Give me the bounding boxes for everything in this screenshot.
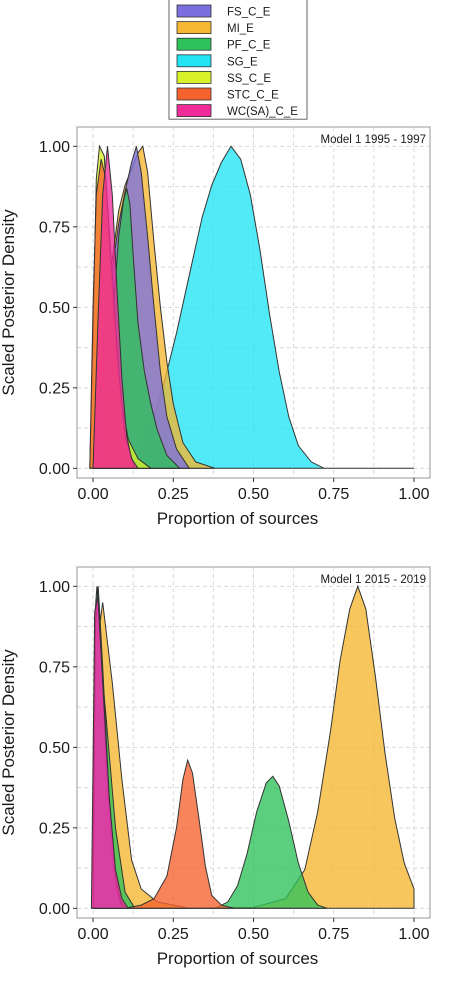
panel-2015-2019: 0.00 0.25 0.50 0.75 1.00 0.00 0.25 0.50 0.75 1.00…	[0, 566, 431, 968]
density-area-wc-sa-c-e	[92, 146, 139, 469]
y-axis-title: Scaled Posterior Density	[0, 649, 18, 836]
y-tick-label: 0.00	[39, 901, 70, 918]
x-tick-label: 1.00	[398, 926, 429, 943]
x-tick-label: 0.00	[77, 486, 108, 503]
density-area-wc-sa-c-e	[90, 595, 130, 909]
model-period-annotation: Model 1 1995 - 1997	[321, 134, 427, 146]
panel-1995-1997: 0.00 0.25 0.50 0.75 1.00 0.00 0.25 0.50 0.75 1.00…	[0, 126, 431, 528]
y-tick-label: 1.00	[39, 139, 70, 156]
legend-swatch	[176, 37, 212, 51]
density-area-mi-e	[92, 584, 415, 909]
legend-swatch	[176, 21, 212, 35]
y-tick-label: 0.75	[39, 219, 70, 236]
legend: FS_C_E MI_E PF_C_E SG_E SS_C_E STC_C_E WC(SA)_…	[168, 0, 308, 120]
density-area-pf-c-e	[92, 644, 328, 909]
y-tick-label: 1.00	[39, 579, 70, 596]
legend-label: PF_C_E	[227, 40, 271, 52]
legend-swatch	[176, 71, 212, 84]
legend-swatch	[176, 4, 212, 18]
model-period-annotation: Model 1 2015 - 2019	[321, 574, 427, 586]
y-tick-label: 0.75	[39, 659, 70, 676]
x-axis-title: Proportion of sources	[157, 509, 319, 528]
x-tick-label: 1.00	[398, 486, 429, 503]
legend-swatch	[176, 54, 212, 68]
legend-label: STC_C_E	[227, 90, 279, 102]
legend-label: SG_E	[227, 56, 258, 68]
x-tick-label: 0.25	[158, 926, 189, 943]
x-tick-label: 0.00	[77, 926, 108, 943]
y-tick-label: 0.50	[39, 300, 70, 317]
legend-label: SS_C_E	[227, 73, 271, 85]
legend-swatch	[176, 87, 212, 101]
y-tick-label: 0.25	[39, 820, 70, 837]
x-tick-label: 0.75	[318, 486, 349, 503]
legend-label: MI_E	[227, 23, 254, 35]
x-axis-title: Proportion of sources	[157, 949, 319, 968]
x-tick-label: 0.50	[238, 926, 269, 943]
y-tick-label: 0.50	[39, 740, 70, 757]
legend-label: FS_C_E	[227, 7, 271, 19]
density-area-stc-c-e	[125, 758, 235, 909]
x-tick-label: 0.75	[318, 926, 349, 943]
legend-label: WC(SA)_C_E	[227, 106, 298, 118]
x-tick-label: 0.50	[238, 486, 269, 503]
x-tick-label: 0.25	[158, 486, 189, 503]
y-axis-title: Scaled Posterior Density	[0, 209, 18, 396]
y-tick-label: 0.25	[39, 380, 70, 397]
y-tick-label: 0.00	[39, 461, 70, 478]
legend-swatch	[176, 104, 212, 117]
